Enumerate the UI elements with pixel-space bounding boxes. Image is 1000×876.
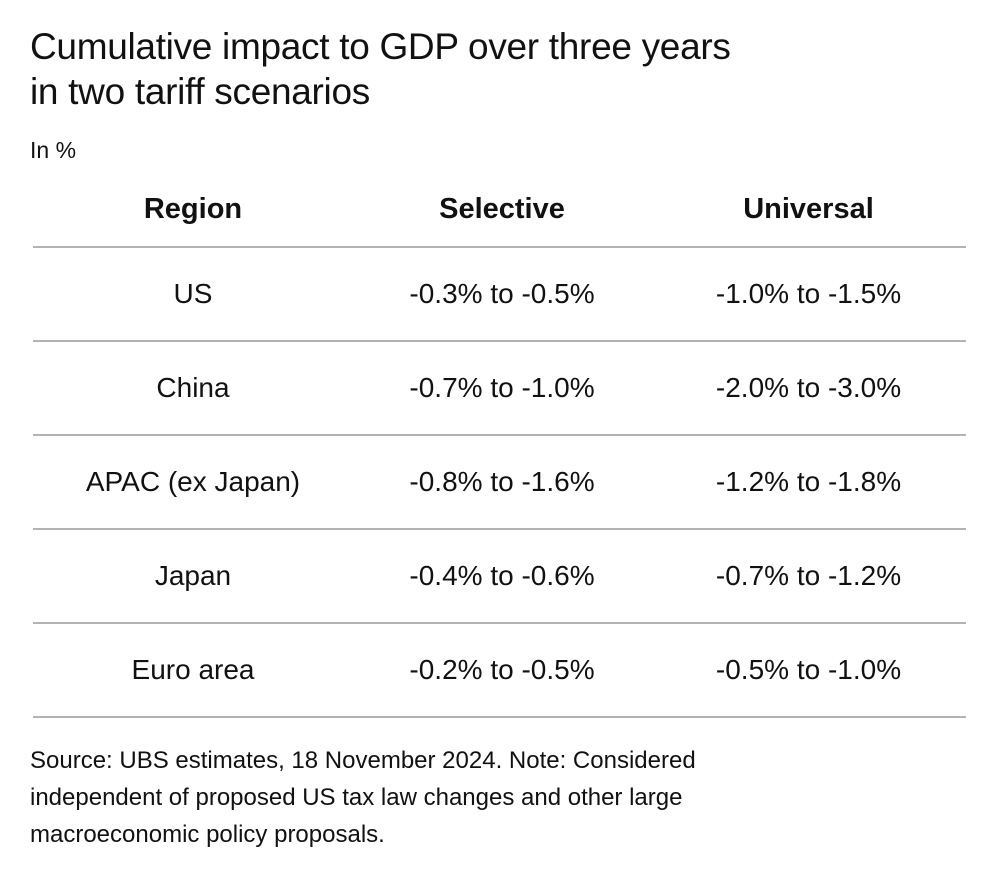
selective-cell: -0.8% to -1.6%: [353, 435, 651, 530]
universal-cell: -0.7% to -1.2%: [651, 529, 966, 624]
table-row: Japan -0.4% to -0.6% -0.7% to -1.2%: [33, 529, 966, 624]
region-cell: Euro area: [33, 623, 353, 718]
column-header-region: Region: [33, 172, 353, 248]
region-cell: Japan: [33, 529, 353, 624]
column-header-selective: Selective: [353, 172, 651, 248]
selective-cell: -0.4% to -0.6%: [353, 529, 651, 624]
selective-cell: -0.7% to -1.0%: [353, 341, 651, 436]
table-row: APAC (ex Japan) -0.8% to -1.6% -1.2% to …: [33, 435, 966, 530]
universal-cell: -2.0% to -3.0%: [651, 341, 966, 436]
region-cell: US: [33, 247, 353, 342]
header-row: Region Selective Universal: [33, 172, 966, 248]
table-row: China -0.7% to -1.0% -2.0% to -3.0%: [33, 341, 966, 436]
gdp-impact-table: Region Selective Universal US -0.3% to -…: [33, 172, 966, 718]
selective-cell: -0.2% to -0.5%: [353, 623, 651, 718]
column-header-universal: Universal: [651, 172, 966, 248]
table-row: Euro area -0.2% to -0.5% -0.5% to -1.0%: [33, 623, 966, 718]
universal-cell: -0.5% to -1.0%: [651, 623, 966, 718]
selective-cell: -0.3% to -0.5%: [353, 247, 651, 342]
universal-cell: -1.2% to -1.8%: [651, 435, 966, 530]
table-row: US -0.3% to -0.5% -1.0% to -1.5%: [33, 247, 966, 342]
region-cell: China: [33, 341, 353, 436]
source-note: Source: UBS estimates, 18 November 2024.…: [30, 747, 696, 848]
chart-title: Cumulative impact to GDP over three year…: [30, 26, 731, 112]
universal-cell: -1.0% to -1.5%: [651, 247, 966, 342]
chart-subtitle: In %: [30, 137, 77, 163]
region-cell: APAC (ex Japan): [33, 435, 353, 530]
